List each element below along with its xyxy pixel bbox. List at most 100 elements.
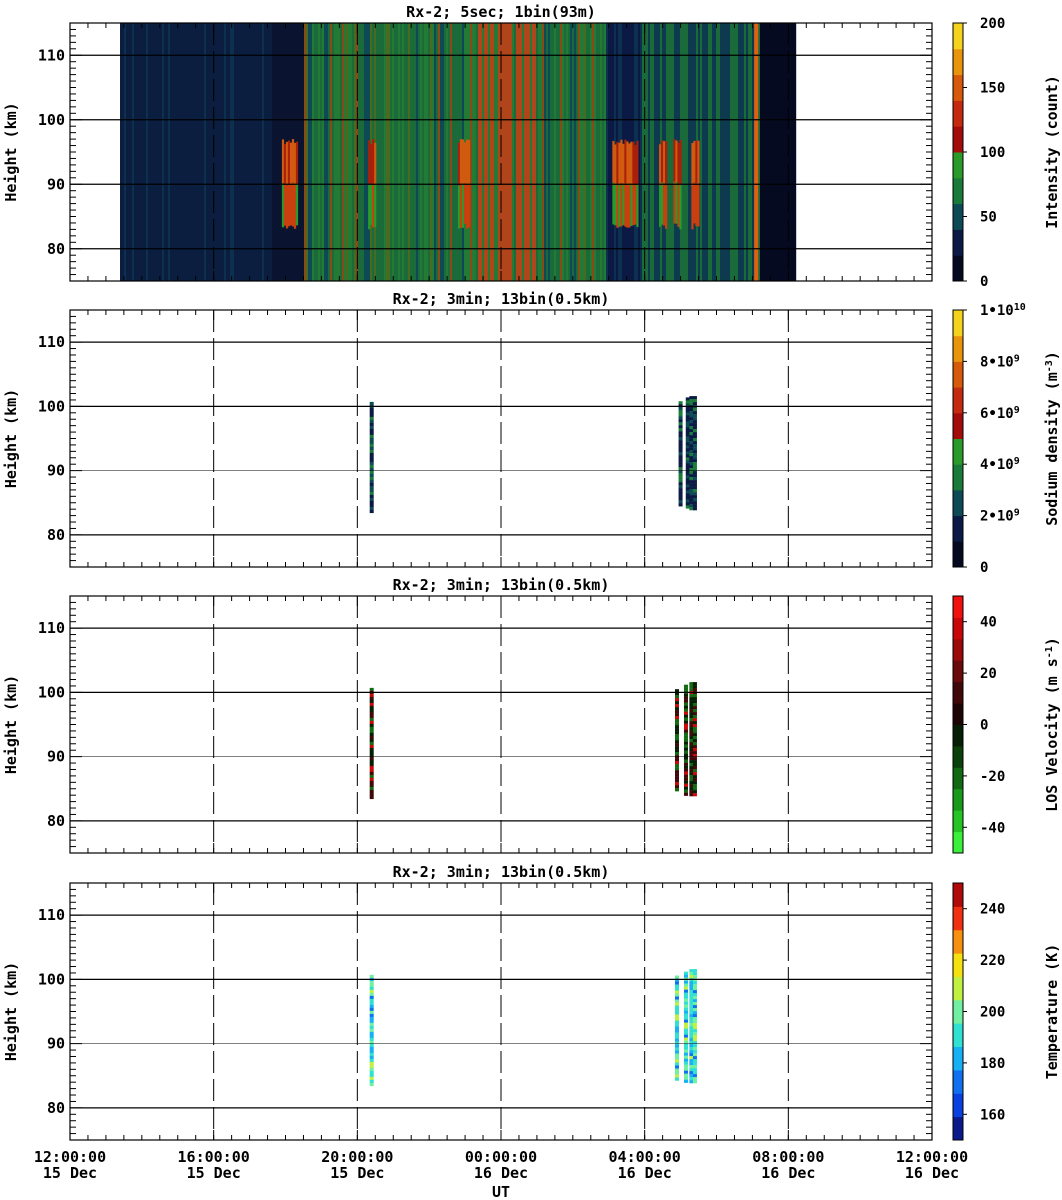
intensity-column	[300, 23, 303, 281]
intensity-column	[606, 23, 609, 281]
profile-cell	[689, 1011, 694, 1015]
profile-cell	[689, 1077, 694, 1081]
profile-cell	[369, 992, 374, 997]
profile-cell	[369, 1037, 374, 1042]
colorbar-tick-label: 4•109	[980, 456, 1020, 474]
profile-cell	[674, 990, 679, 994]
profile-cell	[369, 705, 374, 710]
intensity-layer-cell	[695, 183, 698, 227]
intensity-column	[708, 23, 711, 281]
intensity-column	[748, 23, 751, 281]
y-tick-label: 90	[47, 462, 65, 480]
intensity-column	[328, 23, 331, 281]
y-tick-label: 90	[47, 1035, 65, 1053]
profile-cell	[692, 453, 697, 457]
intensity-column	[544, 23, 547, 281]
intensity-column	[190, 23, 193, 281]
intensity-layer-cell	[628, 143, 631, 186]
profile-cell	[689, 432, 694, 436]
profile-cell	[689, 489, 694, 493]
intensity-column	[550, 23, 553, 281]
colorbar-label: Intensity (count)	[1043, 75, 1061, 229]
intensity-column	[566, 23, 569, 281]
intensity-column	[720, 23, 723, 281]
intensity-column	[338, 23, 341, 281]
intensity-column	[220, 23, 223, 281]
profile-cell	[674, 728, 679, 732]
profile-cell	[685, 481, 690, 485]
intensity-column	[148, 23, 151, 281]
intensity-column	[146, 23, 149, 281]
intensity-column	[714, 23, 717, 281]
profile-cell	[674, 1002, 679, 1006]
profile-cell	[689, 730, 694, 734]
intensity-column	[648, 23, 651, 281]
profile-cell	[678, 503, 683, 507]
profile-cell	[692, 444, 697, 448]
panel-title: Rx-2; 3min; 13bin(0.5km)	[393, 863, 610, 881]
profile-cell	[674, 975, 679, 979]
intensity-column	[382, 23, 385, 281]
colorbar-segment	[953, 203, 963, 230]
profile-cell	[692, 733, 697, 737]
intensity-column	[736, 23, 739, 281]
colorbar-segment	[953, 999, 963, 1024]
profile-cell	[674, 776, 679, 780]
intensity-column	[178, 23, 181, 281]
profile-cell	[683, 1079, 688, 1083]
profile-cell	[692, 483, 697, 487]
intensity-layer-cell	[459, 139, 463, 184]
profile-cell	[692, 486, 697, 490]
colorbar-segment	[953, 74, 963, 101]
profile-cell	[692, 990, 697, 994]
intensity-column	[150, 23, 153, 281]
intensity-layer-cell	[461, 139, 465, 184]
profile-cell	[692, 1014, 697, 1018]
intensity-column	[488, 23, 491, 281]
profile-cell	[692, 763, 697, 767]
intensity-layer-cell	[661, 140, 664, 183]
profile-cell	[689, 456, 694, 460]
profile-cell	[689, 1026, 694, 1030]
panel-1: 80 90 100 110 Height (km) Rx-2; 5sec; 1bin(93…	[2, 3, 1061, 290]
profile-cell	[683, 986, 688, 990]
profile-cell	[689, 1068, 694, 1072]
profile-cell	[678, 500, 683, 504]
colorbar-segment	[953, 681, 963, 704]
profile-cell	[369, 723, 374, 728]
profile-cell	[689, 1071, 694, 1075]
profile-cell	[683, 747, 688, 751]
profile-cell	[685, 478, 690, 482]
profile-cell	[674, 746, 679, 750]
panel-title: Rx-2; 3min; 13bin(0.5km)	[393, 290, 610, 308]
profile-cell	[683, 1001, 688, 1005]
profile-cell	[674, 713, 679, 717]
intensity-column	[592, 23, 595, 281]
colorbar-segment	[953, 1116, 963, 1141]
profile-cell	[674, 1065, 679, 1069]
colorbar-segment	[953, 1069, 963, 1094]
intensity-layer-cell	[659, 185, 662, 227]
y-tick-label: 110	[38, 333, 65, 351]
intensity-column	[246, 23, 249, 281]
profile-cell	[689, 754, 694, 758]
profile-cell	[692, 1077, 697, 1081]
profile-cell	[689, 1008, 694, 1012]
intensity-column	[734, 23, 737, 281]
intensity-column	[398, 23, 401, 281]
y-tick-label: 100	[38, 397, 65, 415]
intensity-column	[318, 23, 321, 281]
profile-cell	[369, 777, 374, 782]
profile-cell	[369, 753, 374, 758]
profile-cell	[685, 487, 690, 491]
profile-cell	[689, 712, 694, 716]
profile-cell	[674, 725, 679, 729]
profile-cell	[689, 426, 694, 430]
profile-cell	[674, 767, 679, 771]
intensity-column	[474, 23, 477, 281]
profile-cell	[674, 734, 679, 738]
profile-cell	[692, 999, 697, 1003]
intensity-layer-cell	[467, 183, 471, 228]
profile-cell	[678, 437, 683, 441]
profile-cell	[683, 744, 688, 748]
